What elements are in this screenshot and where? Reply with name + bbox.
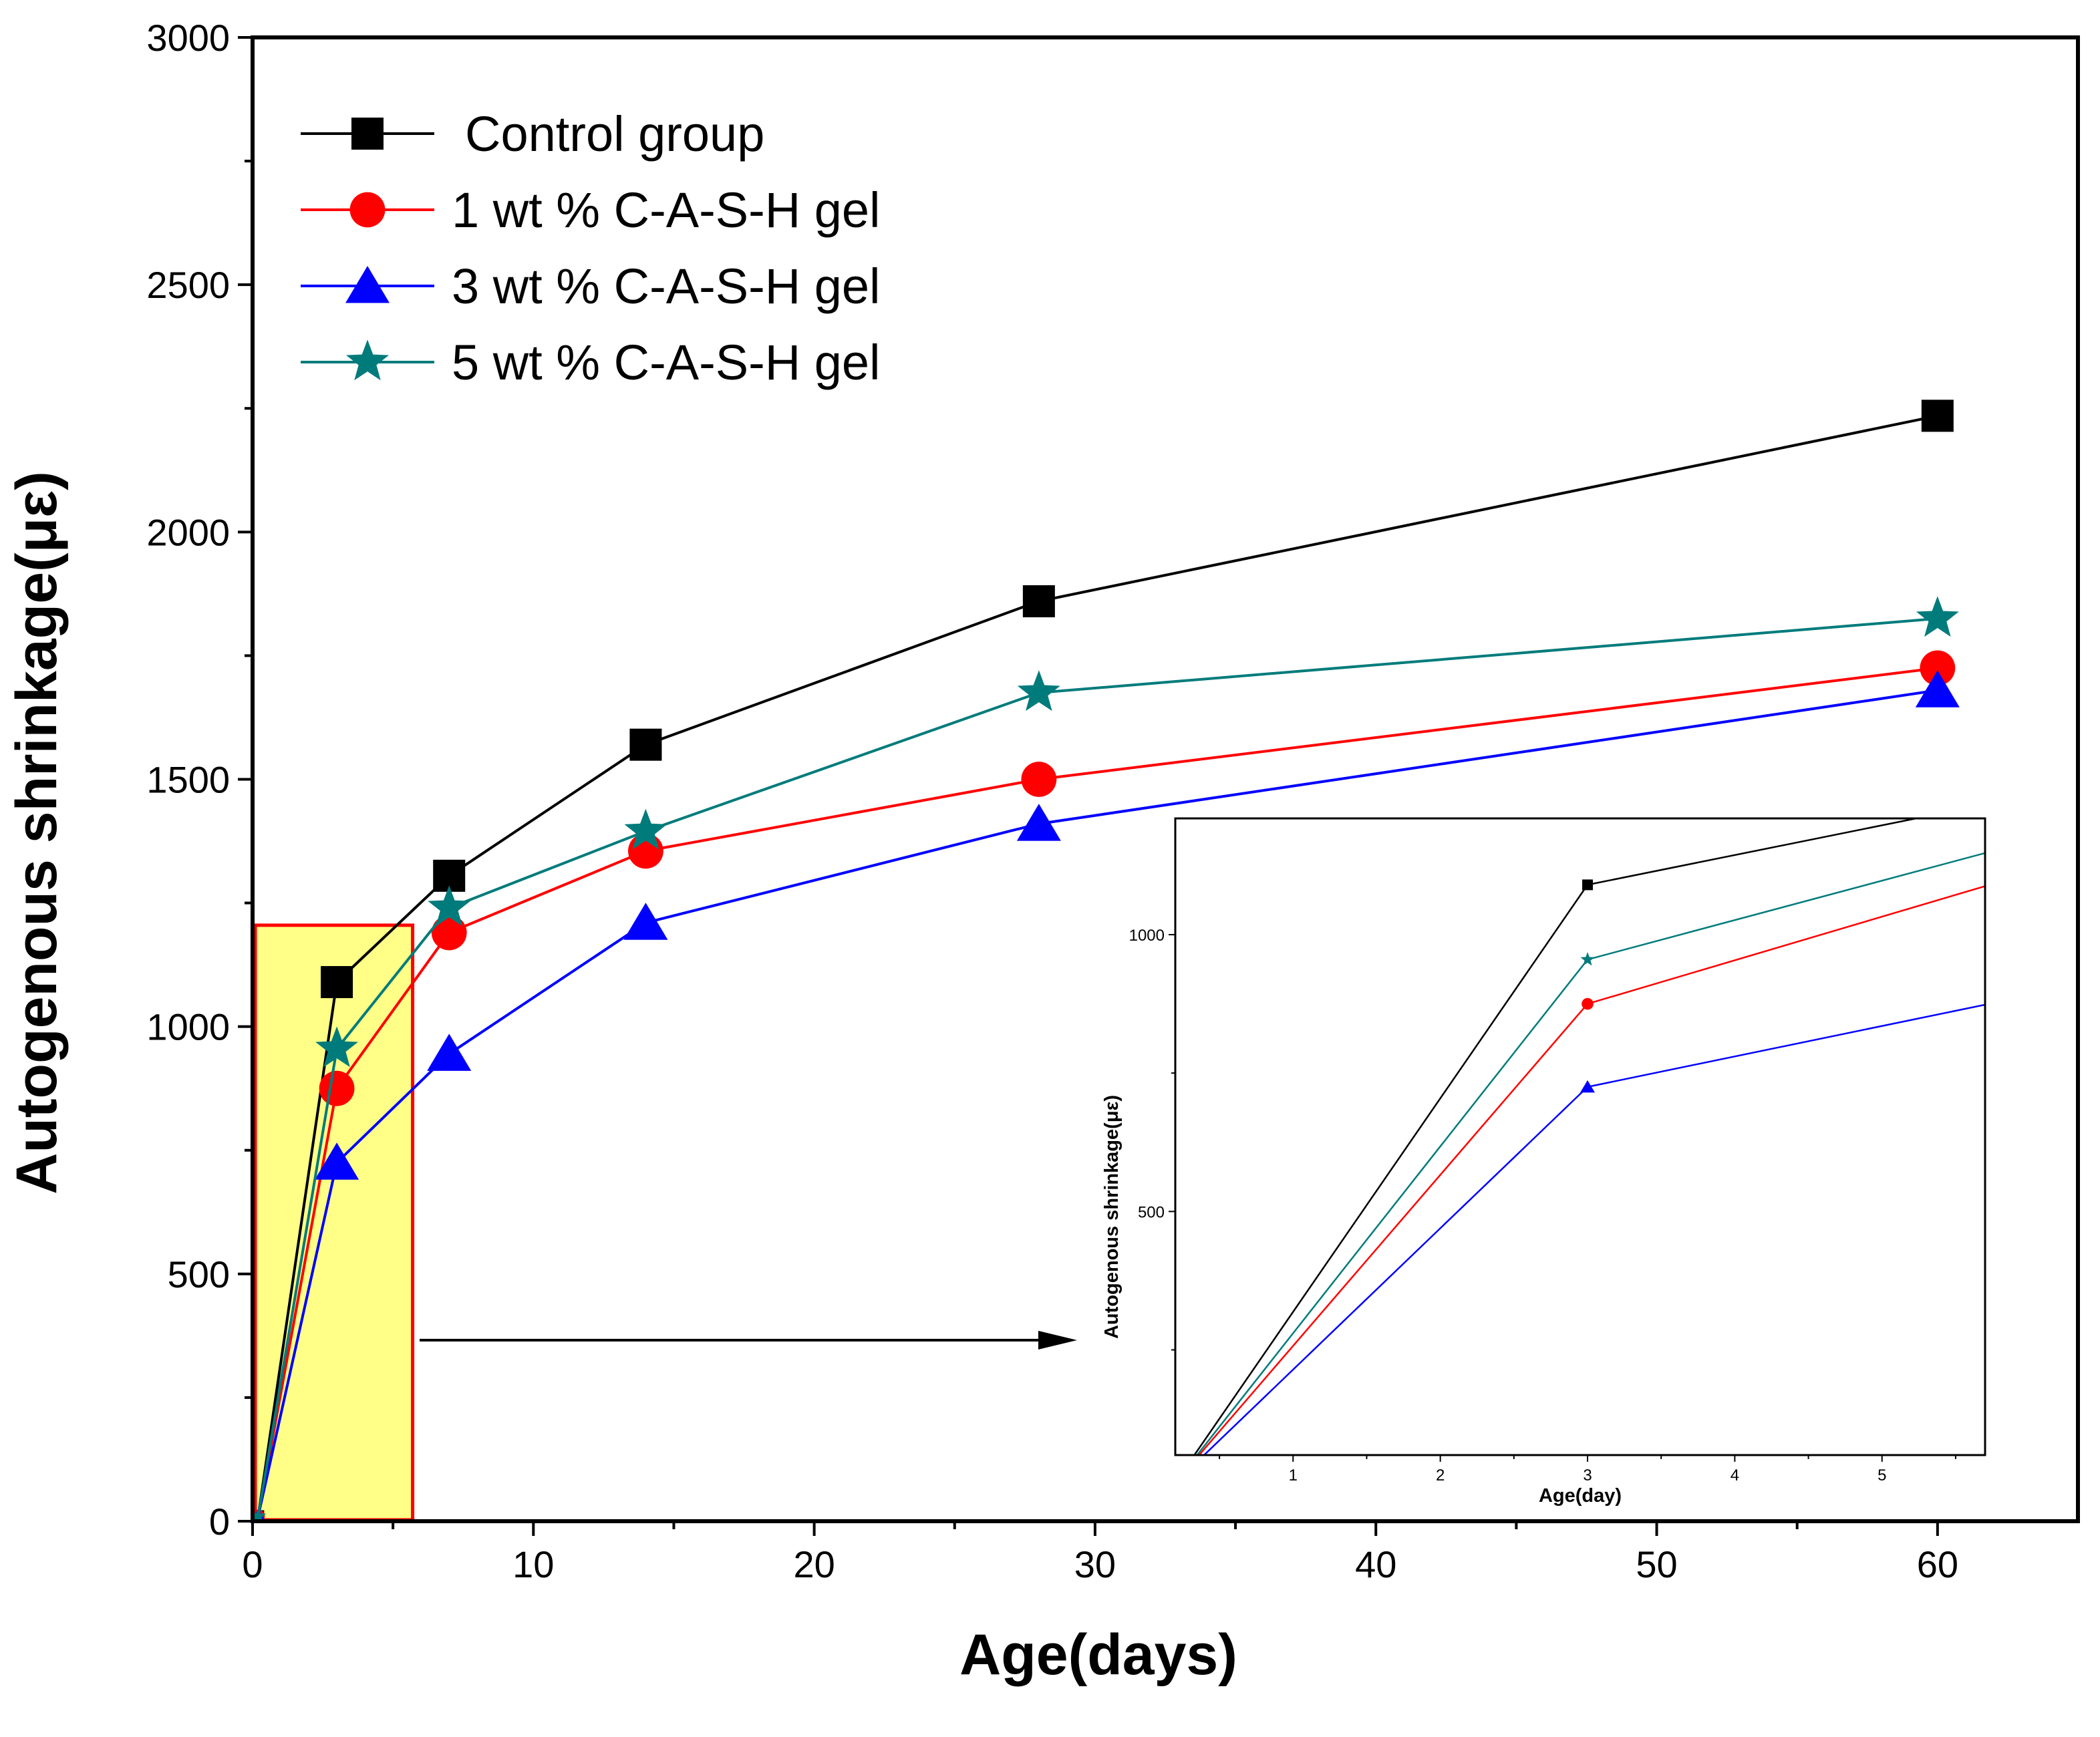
y-axis-title: Autogenous shrinkage(με)	[5, 471, 69, 1194]
inset-y-tick-label: 1000	[1129, 927, 1165, 945]
legend-label: 3 wt % C-A-S-H gel	[452, 259, 880, 314]
legend-entry: 3 wt % C-A-S-H gel	[301, 259, 880, 314]
highlight-region	[253, 923, 415, 1522]
inset-x-tick-label: 4	[1731, 1466, 1739, 1484]
legend-marker	[351, 118, 384, 150]
data-point	[319, 1070, 355, 1106]
series-3	[250, 596, 1959, 1523]
data-point	[315, 1026, 358, 1068]
inset-series-2	[1203, 1003, 1985, 1455]
zoom-arrow	[420, 1331, 1077, 1350]
inset-border	[1174, 817, 1986, 1456]
legend-label: Control group	[465, 106, 764, 162]
inset-data-point	[1582, 997, 1594, 1010]
inset-series-line	[1196, 852, 1985, 1455]
series-1	[251, 650, 1956, 1523]
legend-entry: Control group	[301, 106, 764, 162]
inset-chart: 1 2 3 4 5 500 1000 Age(day) Autogenous shrinkage…	[1101, 817, 1986, 1507]
y-tick-label: 500	[168, 1253, 230, 1295]
inset-x-tick-label: 1	[1289, 1466, 1298, 1484]
x-tick-label: 0	[242, 1543, 263, 1585]
inset-data-point	[1580, 952, 1595, 966]
plot-border	[251, 35, 2080, 1523]
legend-marker	[345, 266, 390, 303]
x-tick-label: 10	[512, 1543, 554, 1585]
inset-series-line	[1197, 885, 1985, 1455]
legend-entry: 1 wt % C-A-S-H gel	[301, 182, 880, 238]
data-point	[431, 915, 467, 951]
arrow-head	[1038, 1331, 1077, 1350]
legend-label: 1 wt % C-A-S-H gel	[452, 182, 880, 238]
data-point	[1022, 585, 1055, 617]
inset-series-0	[1193, 818, 1921, 1455]
y-tick-label: 1000	[146, 1006, 230, 1048]
legend-entry: 5 wt % C-A-S-H gel	[301, 335, 880, 390]
series-line	[257, 689, 1938, 1517]
series-2	[250, 670, 1960, 1523]
y-tick-label: 2500	[146, 264, 230, 306]
inset-series-3	[1196, 852, 1985, 1455]
data-point	[623, 903, 668, 940]
inset-x-tick-label: 5	[1878, 1466, 1886, 1484]
inset-series-1	[1197, 885, 1985, 1455]
inset-x-tick-label: 3	[1583, 1466, 1592, 1484]
legend-marker	[349, 192, 386, 228]
inset-series-line	[1203, 1003, 1985, 1455]
inset-series-line	[1193, 818, 1921, 1455]
data-point	[428, 885, 471, 927]
x-tick-label: 50	[1636, 1543, 1677, 1585]
main-plot-frame	[251, 35, 2080, 1523]
x-tick-label: 40	[1355, 1543, 1396, 1585]
data-point	[1016, 804, 1061, 841]
x-tick-label: 30	[1074, 1543, 1116, 1585]
y-tick-label: 2000	[146, 511, 230, 553]
series-line	[257, 617, 1938, 1517]
inset-x-tick-label: 2	[1436, 1466, 1445, 1484]
data-point	[1915, 670, 1960, 707]
inset-y-axis-title: Autogenous shrinkage(με)	[1101, 1095, 1122, 1339]
x-axis-title: Age(days)	[959, 1623, 1237, 1687]
inset-data-point	[1580, 1080, 1596, 1093]
series-line	[257, 666, 1938, 1517]
data-point	[250, 1508, 267, 1523]
inset-y-tick-label: 500	[1138, 1203, 1165, 1221]
y-tick-label: 3000	[146, 17, 230, 59]
y-tick-label: 1500	[146, 759, 230, 801]
legend-marker	[346, 339, 389, 381]
data-point	[1017, 670, 1060, 712]
data-point	[1021, 762, 1057, 797]
data-point	[321, 966, 353, 999]
x-tick-label: 60	[1917, 1543, 1958, 1585]
series-line	[257, 414, 1938, 1517]
legend-label: 5 wt % C-A-S-H gel	[452, 335, 880, 390]
data-point	[427, 1034, 472, 1071]
inset-series-group	[1193, 818, 1985, 1455]
y-tick-label: 0	[209, 1501, 230, 1543]
data-point	[315, 1142, 359, 1180]
data-point	[1920, 650, 1956, 686]
data-point	[1921, 400, 1954, 432]
x-tick-label: 20	[793, 1543, 835, 1585]
axis-titles: Age(days) Autogenous shrinkage(με)	[5, 471, 1237, 1687]
data-point	[629, 728, 662, 761]
legend: Control group 1 wt % C-A-S-H gel 3 wt % C-…	[301, 106, 880, 390]
inset-data-point	[1582, 879, 1594, 891]
main-series-group	[250, 400, 1960, 1523]
data-point	[624, 808, 667, 850]
inset-background	[1175, 818, 1985, 1455]
data-point	[1916, 596, 1959, 637]
inset-x-axis-title: Age(day)	[1539, 1485, 1622, 1507]
